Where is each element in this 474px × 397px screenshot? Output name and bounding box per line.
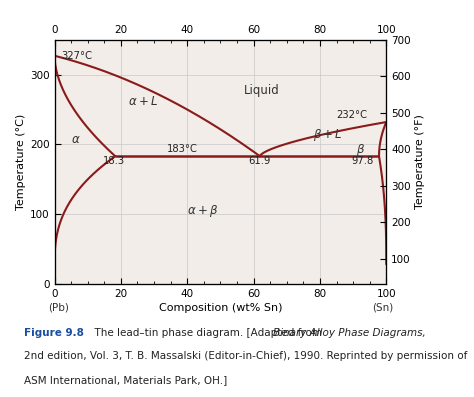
Text: 61.9: 61.9 (248, 156, 271, 166)
Text: 327°C: 327°C (61, 51, 92, 61)
Text: $\beta + L$: $\beta + L$ (313, 127, 343, 143)
Text: Figure 9.8: Figure 9.8 (24, 328, 83, 337)
Text: (Sn): (Sn) (372, 303, 393, 312)
Text: Binary Alloy Phase Diagrams,: Binary Alloy Phase Diagrams, (273, 328, 425, 337)
Text: $\beta$: $\beta$ (356, 142, 365, 158)
Text: 18.3: 18.3 (102, 156, 125, 166)
Text: (Pb): (Pb) (48, 303, 69, 312)
Text: $\alpha + L$: $\alpha + L$ (128, 94, 157, 108)
Text: 2nd edition, Vol. 3, T. B. Massalski (Editor-in-Chief), 1990. Reprinted by permi: 2nd edition, Vol. 3, T. B. Massalski (Ed… (24, 351, 467, 361)
Text: The lead–tin phase diagram. [Adapted from: The lead–tin phase diagram. [Adapted fro… (88, 328, 325, 337)
Y-axis label: Temperature (°F): Temperature (°F) (415, 114, 425, 209)
X-axis label: Composition (wt% Sn): Composition (wt% Sn) (159, 303, 282, 313)
Text: 183°C: 183°C (167, 144, 198, 154)
Text: ASM International, Materials Park, OH.]: ASM International, Materials Park, OH.] (24, 375, 227, 385)
Text: Liquid: Liquid (244, 84, 279, 97)
Text: $\alpha + \beta$: $\alpha + \beta$ (187, 203, 219, 219)
Text: $\alpha$: $\alpha$ (71, 133, 81, 146)
Text: 232°C: 232°C (337, 110, 367, 120)
Text: 97.8: 97.8 (351, 156, 374, 166)
Y-axis label: Temperature (°C): Temperature (°C) (16, 114, 26, 210)
